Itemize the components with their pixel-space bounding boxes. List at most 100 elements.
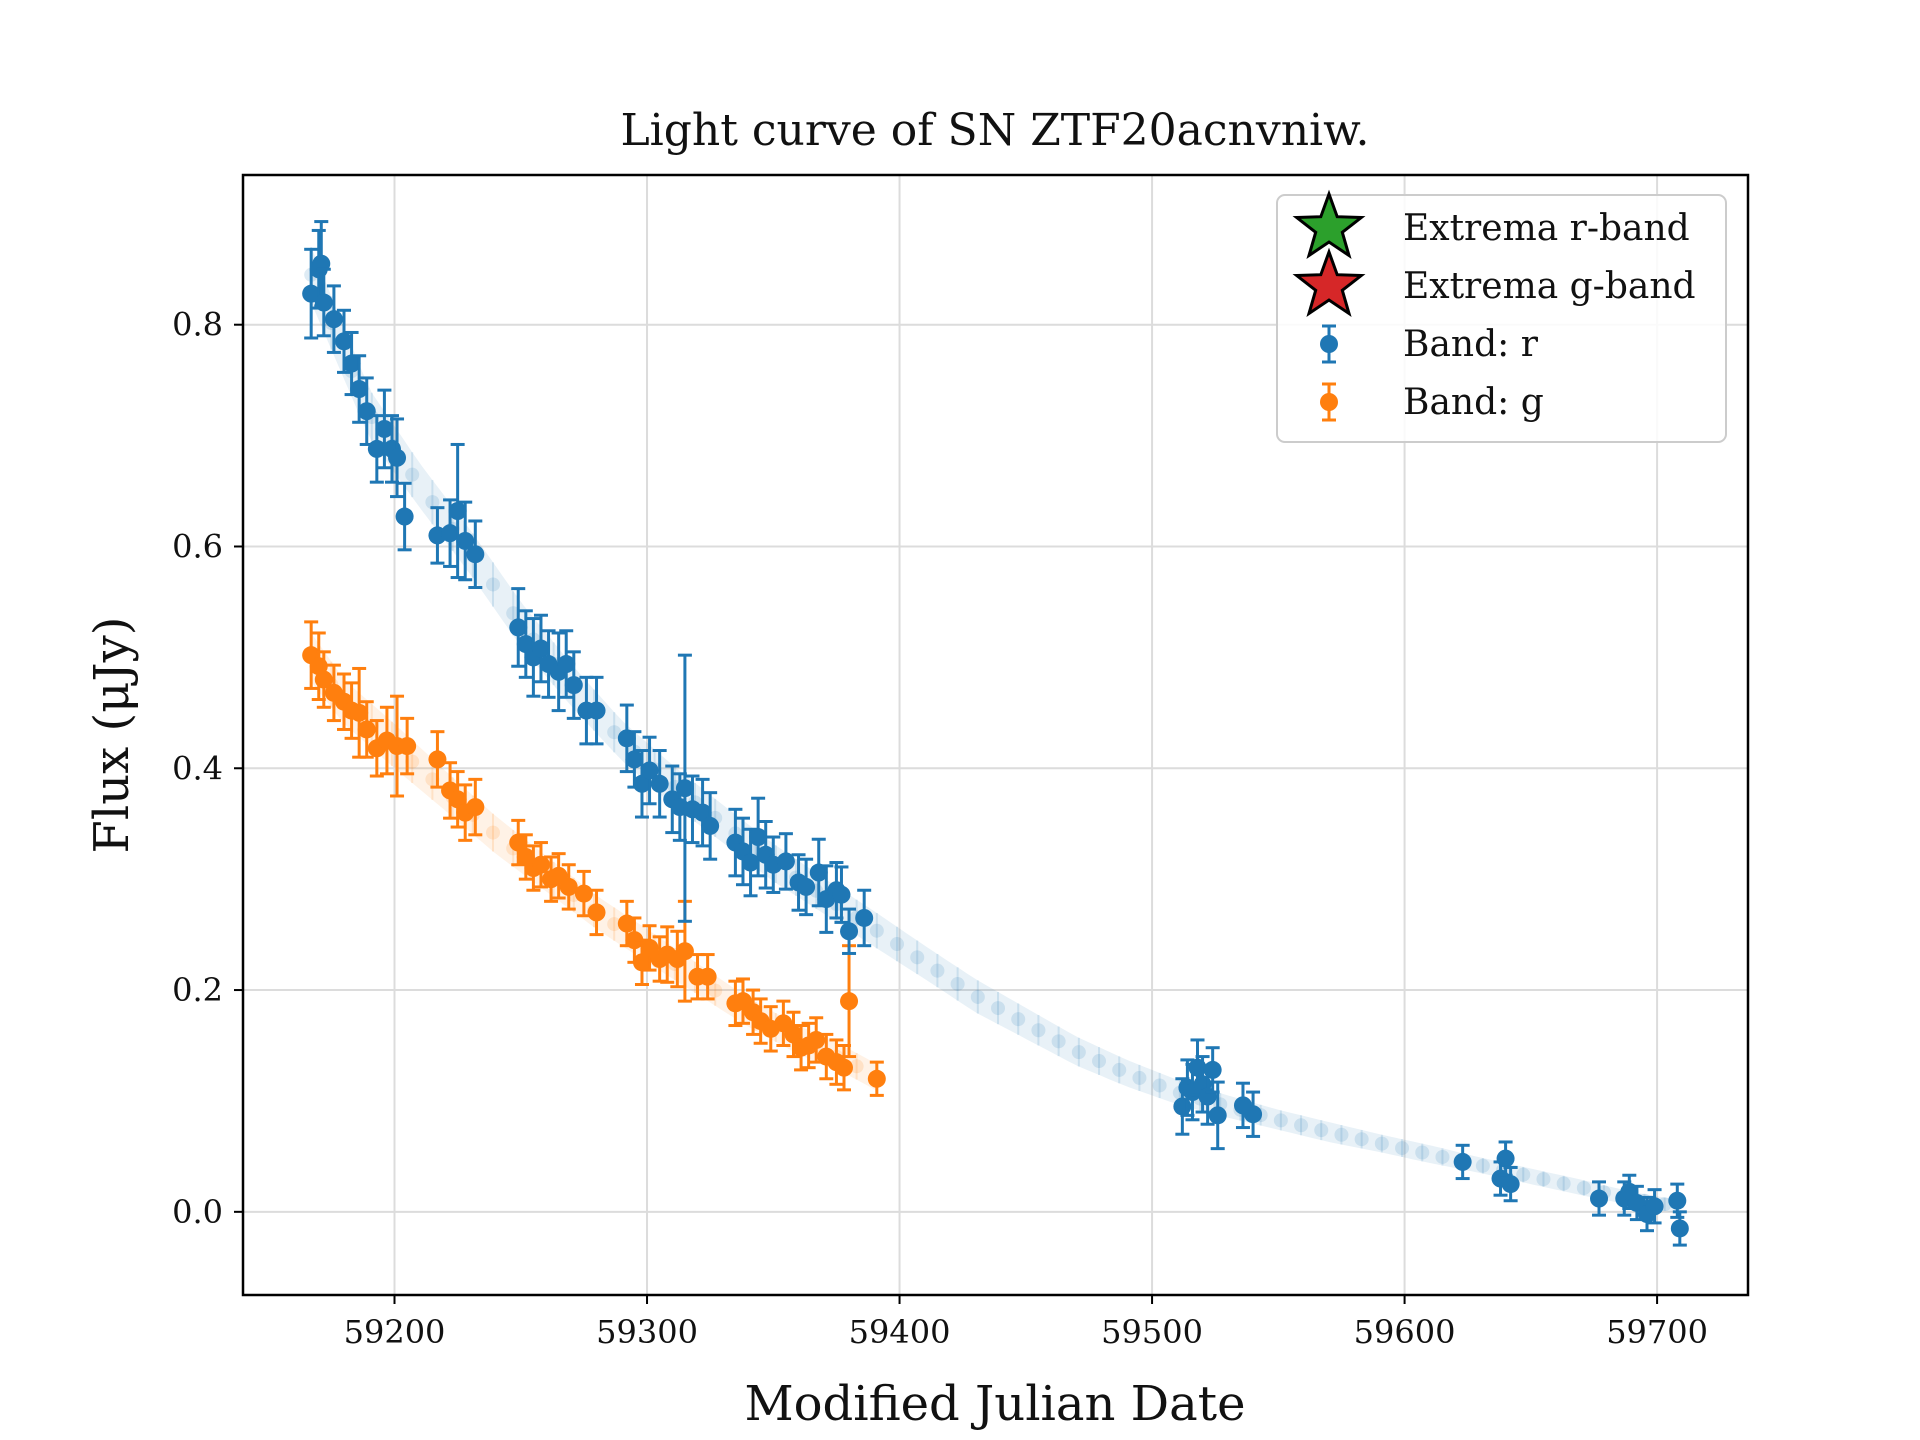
model-point	[869, 923, 884, 938]
data-point	[1501, 1175, 1520, 1194]
data-point	[335, 332, 354, 351]
chart-title: Light curve of SN ZTF20acnvniw.	[620, 105, 1369, 156]
data-point	[448, 790, 467, 809]
model-point	[425, 495, 440, 510]
data-point	[867, 1069, 886, 1088]
x-tick-label: 59200	[344, 1313, 446, 1351]
data-point	[448, 502, 467, 520]
model-point	[930, 963, 945, 978]
model-point	[1132, 1070, 1147, 1085]
legend-item: Extrema r-band	[1292, 189, 1690, 260]
x-tick-label: 59700	[1606, 1313, 1708, 1351]
model-point	[1071, 1045, 1086, 1060]
model-point	[1152, 1078, 1167, 1093]
data-point	[625, 931, 644, 950]
model-point	[1354, 1132, 1369, 1147]
series-band-r	[302, 220, 1689, 1247]
data-point	[701, 816, 720, 835]
y-tick-label: 0.2	[172, 971, 223, 1009]
data-point	[557, 655, 576, 674]
data-point	[693, 803, 712, 822]
legend-label: Band: g	[1403, 382, 1544, 423]
data-point	[531, 639, 550, 658]
model-point	[1374, 1136, 1389, 1151]
data-point	[314, 293, 333, 312]
model-point	[607, 725, 622, 740]
data-point	[1244, 1105, 1263, 1124]
data-point	[741, 853, 760, 872]
legend-point-marker	[1320, 393, 1338, 411]
data-point	[640, 761, 659, 780]
model-point	[506, 606, 521, 621]
legend-box	[1276, 194, 1727, 443]
legend-star-marker	[1292, 247, 1366, 318]
data-point	[350, 380, 369, 399]
model-point	[425, 772, 440, 787]
data-point	[466, 545, 485, 564]
model-point	[1273, 1113, 1288, 1128]
x-tick-label: 59600	[1354, 1313, 1456, 1351]
data-point	[1208, 1106, 1227, 1125]
model-point	[485, 825, 500, 840]
plot-area-frame	[241, 173, 1750, 1297]
y-tick-label: 0.6	[172, 527, 223, 565]
data-point	[776, 852, 795, 871]
data-point	[428, 750, 447, 769]
model-point	[1314, 1123, 1329, 1138]
data-point	[357, 720, 376, 739]
model-point	[991, 1001, 1006, 1016]
model-point	[849, 1059, 864, 1074]
model-point	[1395, 1141, 1410, 1156]
data-point	[441, 524, 460, 543]
model-point	[485, 577, 500, 592]
x-axis-label: Modified Julian Date	[745, 1376, 1246, 1432]
data-point	[516, 635, 535, 654]
data-point	[675, 779, 694, 798]
y-axis-label: Flux (μJy)	[84, 617, 140, 854]
data-point	[650, 774, 669, 793]
model-point	[405, 754, 420, 769]
y-tick-label: 0.0	[172, 1193, 223, 1231]
data-point	[342, 354, 361, 373]
x-tick-label: 59500	[1101, 1313, 1203, 1351]
data-point	[809, 863, 828, 882]
data-point	[367, 439, 386, 458]
data-point	[559, 877, 578, 896]
data-point	[1496, 1149, 1515, 1168]
x-tick-label: 59400	[849, 1313, 951, 1351]
y-tick-label: 0.8	[172, 306, 223, 344]
model-point	[607, 917, 622, 932]
data-point	[840, 992, 859, 1011]
data-point	[398, 737, 417, 756]
data-point	[587, 701, 606, 720]
model-point	[910, 950, 925, 965]
axis-ticks: 59200 59300 59400 59500 59600 59700 0.0 0.2 0.4 0…	[172, 306, 1708, 1351]
data-point	[350, 703, 369, 722]
legend-item: Band: r	[1320, 324, 1539, 365]
data-point	[574, 884, 593, 903]
data-point	[564, 676, 583, 695]
data-point	[1670, 1219, 1689, 1238]
data-point	[456, 531, 475, 550]
data-point	[1453, 1152, 1472, 1171]
model-point	[970, 989, 985, 1004]
data-point	[632, 953, 651, 972]
data-point	[375, 419, 394, 438]
data-point	[314, 670, 333, 689]
model-point	[1294, 1118, 1309, 1133]
model-point	[708, 983, 723, 998]
legend-point-marker	[1320, 335, 1338, 353]
model-point	[1415, 1145, 1430, 1160]
data-point	[509, 618, 528, 637]
model-point	[1435, 1149, 1450, 1164]
data-point	[625, 750, 644, 769]
legend-item: Extrema g-band	[1292, 247, 1696, 318]
model-point	[1475, 1158, 1490, 1173]
model-point	[1031, 1023, 1046, 1038]
model-point	[1051, 1034, 1066, 1049]
model-point	[1556, 1176, 1571, 1191]
data-point	[840, 922, 859, 941]
data-point	[357, 402, 376, 421]
data-point	[675, 942, 694, 961]
